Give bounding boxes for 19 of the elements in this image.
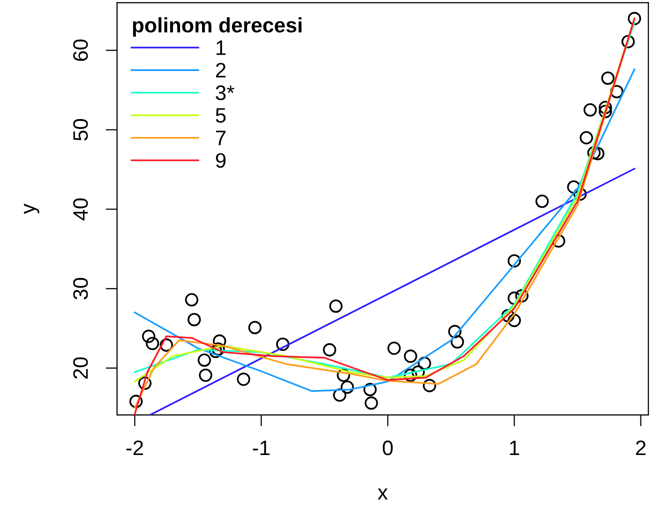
legend-label: 5 — [216, 108, 226, 123]
y-tick-label: 60 — [73, 40, 88, 61]
legend-title: polinom derecesi — [132, 17, 302, 37]
x-tick-label: 2 — [636, 440, 646, 456]
y-tick-label: 20 — [73, 357, 88, 379]
legend-label: 1 — [216, 40, 226, 55]
y-tick-label: 30 — [73, 278, 88, 300]
x-tick-label: -1 — [252, 440, 270, 456]
y-tick-label: 50 — [73, 118, 88, 141]
y-axis-title: y — [24, 204, 40, 214]
legend-label: 7 — [216, 130, 226, 146]
x-tick-label: 0 — [382, 440, 393, 456]
legend-label: 2 — [216, 62, 226, 78]
y-tick-label: 40 — [73, 198, 88, 220]
x-tick-label: 1 — [510, 440, 520, 456]
legend-label: 3* — [216, 85, 234, 100]
legend-label: 9 — [216, 153, 226, 168]
x-axis-title: x — [378, 488, 388, 500]
x-tick-label: -2 — [126, 440, 143, 456]
